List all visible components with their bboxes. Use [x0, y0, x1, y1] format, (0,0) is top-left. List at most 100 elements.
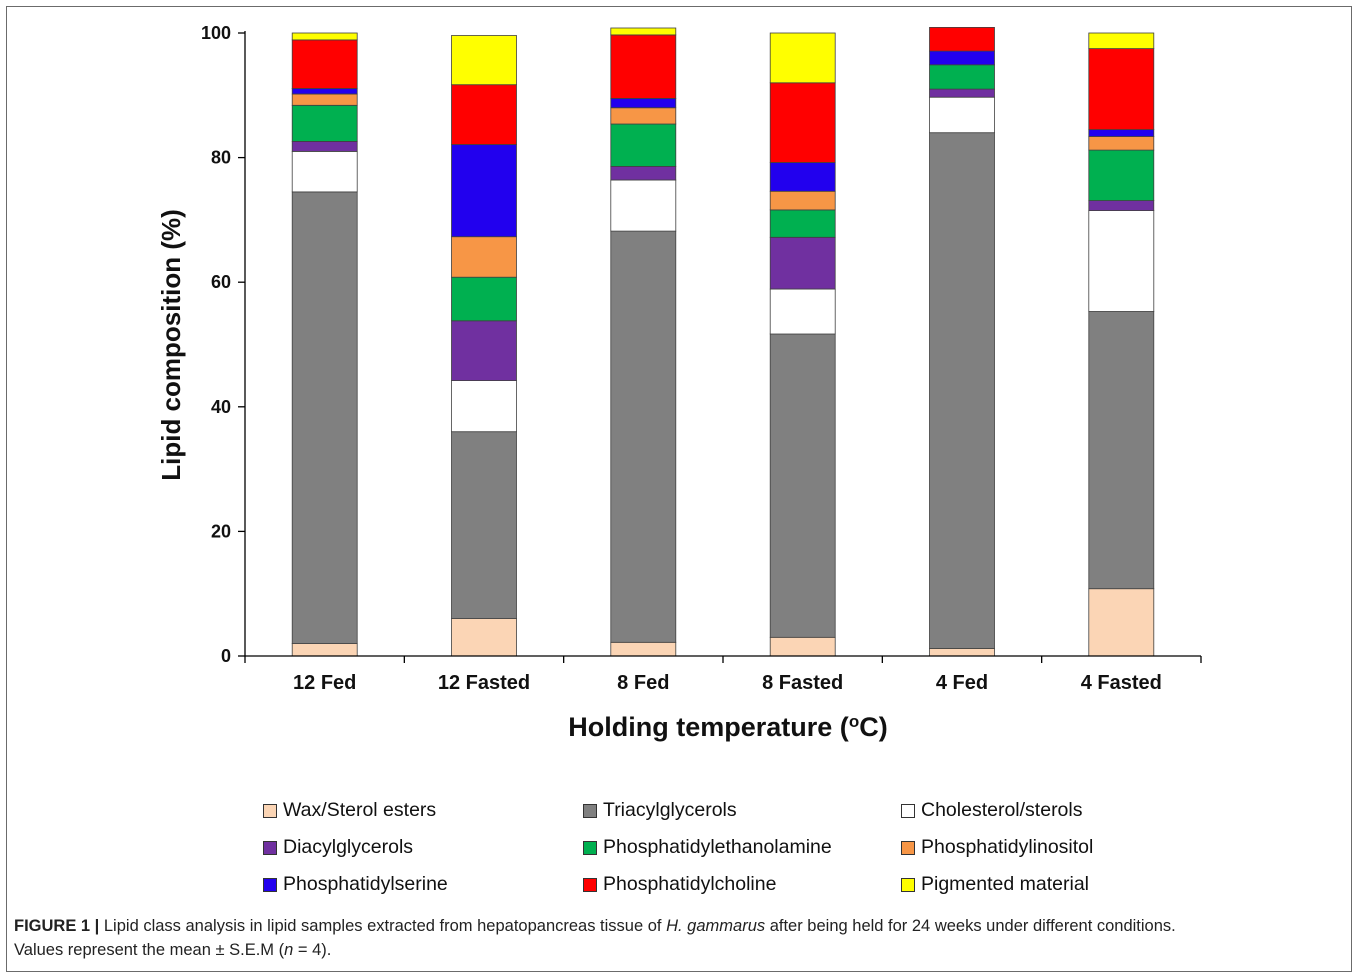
y-axis-label: Lipid composition (%) — [156, 209, 186, 481]
bar-segment — [610, 230, 677, 643]
legend-label: Phosphatidylethanolamine — [603, 836, 832, 858]
x-tick-label: 12 Fasted — [438, 672, 530, 694]
bar-segment — [929, 96, 995, 134]
legend-row: Wax/Sterol esters Triacylglycerols Chole… — [263, 792, 1163, 829]
legend-swatch — [583, 840, 597, 855]
y-tick-label: 100 — [201, 23, 231, 43]
bar-segment — [1088, 210, 1155, 312]
legend-row: Phosphatidylserine Phosphatidylcholine P… — [263, 866, 1163, 903]
bar-segment — [291, 93, 358, 106]
bar-segment — [929, 88, 995, 98]
legend-item-diacylglycerols: Diacylglycerols — [263, 836, 583, 859]
bar-segment — [291, 88, 358, 95]
y-tick-label: 20 — [211, 521, 231, 541]
legend-label: Cholesterol/sterols — [921, 799, 1083, 821]
legend-item-phosphatidylcholine: Phosphatidylcholine — [583, 873, 901, 896]
bar-segment — [610, 107, 677, 125]
caption-text: Values represent the mean ± S.E.M ( — [14, 941, 285, 959]
legend-item-wax-sterol-esters: Wax/Sterol esters — [263, 799, 583, 822]
bar-segment — [769, 236, 836, 290]
y-tick-label: 80 — [211, 148, 231, 168]
bar-segment — [1088, 149, 1155, 202]
bar-segment — [1088, 311, 1155, 590]
x-axis-label: Holding temperature (oC) — [568, 712, 887, 743]
bar-segment — [1088, 32, 1155, 50]
bar-segment — [769, 209, 836, 238]
x-tick-label: 8 Fed — [617, 672, 669, 694]
legend-item-pigmented-material: Pigmented material — [901, 873, 1089, 896]
legend-swatch — [583, 877, 597, 892]
y-tick-label: 60 — [211, 272, 231, 292]
y-tick-label: 40 — [211, 397, 231, 417]
bar-segment — [451, 380, 517, 433]
bar-segment — [291, 140, 358, 152]
caption-text: Lipid class analysis in lipid samples ex… — [99, 917, 667, 935]
bar-segment — [929, 648, 995, 657]
bar-segment — [769, 190, 836, 211]
bar-segment — [769, 82, 836, 163]
caption-label: FIGURE 1 | — [14, 917, 100, 935]
bar-segment — [929, 50, 995, 66]
x-tick-label: 8 Fasted — [762, 672, 843, 694]
bar-segment — [610, 641, 677, 657]
x-tick-label: 4 Fed — [936, 672, 988, 694]
bar-segment — [451, 144, 517, 238]
bar-segment — [769, 288, 836, 335]
bar-segment — [1088, 200, 1155, 212]
bar-segment — [929, 26, 995, 52]
bar-segment — [769, 162, 836, 192]
legend-swatch — [263, 840, 277, 855]
bar-segment — [769, 32, 836, 84]
bar-segment — [1088, 588, 1155, 657]
figure-frame — [6, 6, 1352, 972]
bar-segment — [291, 39, 358, 89]
stacked-bar-chart: 12 Fed 12 Fasted 8 Fed 8 Fasted 4 Fed 4 Faste… — [156, 23, 1202, 743]
bar-segment — [451, 431, 517, 620]
legend-swatch — [901, 803, 915, 818]
bar-segment — [769, 636, 836, 657]
bar-segment — [451, 320, 517, 381]
bar-segment — [610, 179, 677, 232]
y-tick-label: 0 — [221, 646, 231, 666]
bar-segment — [1088, 129, 1155, 137]
x-tick-label: 4 Fasted — [1081, 672, 1162, 694]
legend-item-cholesterol-sterols: Cholesterol/sterols — [901, 799, 1082, 822]
bar-segment — [291, 32, 358, 41]
bar-segment — [929, 64, 995, 90]
legend-label: Wax/Sterol esters — [283, 799, 437, 821]
bar-segment — [451, 276, 517, 322]
legend-label: Pigmented material — [921, 873, 1089, 895]
bar-segment — [451, 84, 517, 145]
legend-swatch — [901, 840, 915, 855]
bar-segment — [291, 191, 358, 645]
legend-item-phosphatidylinositol: Phosphatidylinositol — [901, 836, 1093, 859]
legend-swatch — [263, 803, 277, 818]
bar-segment — [929, 132, 995, 649]
bar-segment — [291, 643, 358, 657]
legend-row: Diacylglycerols Phosphatidylethanolamine… — [263, 829, 1163, 866]
legend-label: Phosphatidylcholine — [603, 873, 777, 895]
legend-label: Diacylglycerols — [283, 836, 414, 858]
bar-segment — [291, 150, 358, 193]
bar-segment — [610, 123, 677, 167]
bar-segment — [291, 104, 358, 142]
legend-item-phosphatidylethanolamine: Phosphatidylethanolamine — [583, 836, 901, 859]
caption-text: after being held for 24 weeks under diff… — [765, 917, 1176, 935]
legend-swatch — [263, 877, 277, 892]
bar-segment — [610, 27, 677, 36]
legend-swatch — [901, 877, 915, 892]
legend-item-triacylglycerols: Triacylglycerols — [583, 799, 901, 822]
caption-text: = 4). — [293, 941, 332, 959]
caption-species: H. gammarus — [666, 917, 766, 935]
bar-segment — [451, 236, 517, 278]
x-tick-label: 12 Fed — [293, 672, 356, 694]
bar-segment — [451, 35, 517, 86]
bar-segment — [769, 333, 836, 638]
legend: Wax/Sterol esters Triacylglycerols Chole… — [263, 792, 1163, 903]
bar-segment — [610, 34, 677, 99]
legend-label: Phosphatidylinositol — [921, 836, 1094, 858]
bar-segment — [610, 98, 677, 109]
bar-segment — [451, 618, 517, 657]
figure-caption: FIGURE 1 | Lipid class analysis in lipid… — [14, 914, 1334, 962]
legend-label: Triacylglycerols — [603, 799, 737, 821]
